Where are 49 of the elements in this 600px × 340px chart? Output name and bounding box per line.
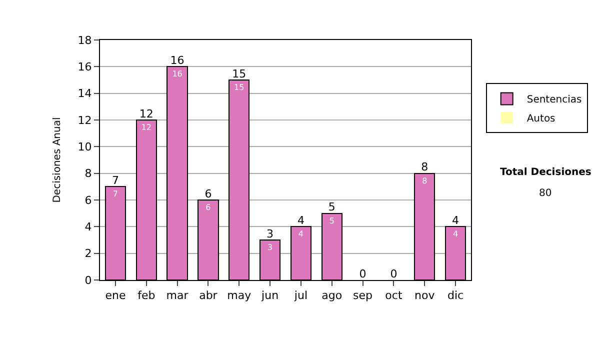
total-label: 4 bbox=[452, 214, 460, 227]
x-tick-label: jun bbox=[260, 289, 279, 302]
data-label: 6 bbox=[206, 203, 211, 212]
y-tick-label: 4 bbox=[84, 220, 92, 234]
x-tick-label: oct bbox=[385, 289, 403, 302]
y-tick-label: 10 bbox=[78, 140, 92, 154]
y-tick-label: 18 bbox=[78, 34, 92, 47]
x-tick-label: ene bbox=[105, 289, 126, 302]
total-label: 15 bbox=[232, 67, 246, 80]
text: Total Decisiones bbox=[500, 167, 592, 178]
data-label: 8 bbox=[422, 176, 428, 186]
data-label: 15 bbox=[234, 83, 244, 92]
total-label: 3 bbox=[266, 227, 274, 240]
total-label: 4 bbox=[297, 214, 304, 227]
y-tick-label: 6 bbox=[84, 194, 92, 207]
total-label: 12 bbox=[139, 107, 154, 120]
y-tick-label: 8 bbox=[84, 167, 92, 180]
y-tick-label: 14 bbox=[78, 87, 92, 100]
total-label: 6 bbox=[204, 187, 212, 200]
text: 80 bbox=[539, 188, 552, 199]
data-label: 16 bbox=[172, 70, 182, 79]
total-label: 16 bbox=[170, 54, 184, 67]
total-label: 7 bbox=[112, 174, 119, 187]
x-tick-label: nov bbox=[414, 289, 436, 302]
y-axis-title: Decisiones Anual bbox=[52, 117, 63, 203]
legend-label: Sentencias bbox=[526, 94, 582, 106]
y-tick-label: 16 bbox=[78, 60, 92, 74]
total-label: 0 bbox=[390, 267, 398, 280]
x-tick-label: dic bbox=[447, 289, 464, 302]
y-tick-label: 12 bbox=[78, 114, 92, 127]
y-tick-label: 0 bbox=[84, 274, 92, 287]
data-label: 4 bbox=[298, 230, 304, 239]
total-label: 8 bbox=[421, 160, 428, 174]
x-tick-label: mar bbox=[166, 289, 189, 302]
y-tick-label: 2 bbox=[84, 247, 92, 260]
data-label: 5 bbox=[329, 216, 334, 226]
x-tick-label: may bbox=[227, 289, 252, 302]
data-label: 7 bbox=[112, 190, 118, 199]
data-label: 12 bbox=[141, 123, 152, 132]
total-label: 5 bbox=[328, 200, 336, 214]
x-tick-label: abr bbox=[199, 289, 218, 302]
total-label: 0 bbox=[359, 267, 366, 280]
x-tick-label: jul bbox=[293, 289, 308, 302]
data-label: 4 bbox=[452, 230, 458, 239]
x-tick-label: ago bbox=[322, 289, 342, 302]
legend-label: Autos bbox=[526, 114, 556, 125]
x-tick-label: feb bbox=[138, 289, 156, 302]
x-tick-label: sep bbox=[353, 289, 373, 302]
data-label: 3 bbox=[267, 243, 273, 252]
